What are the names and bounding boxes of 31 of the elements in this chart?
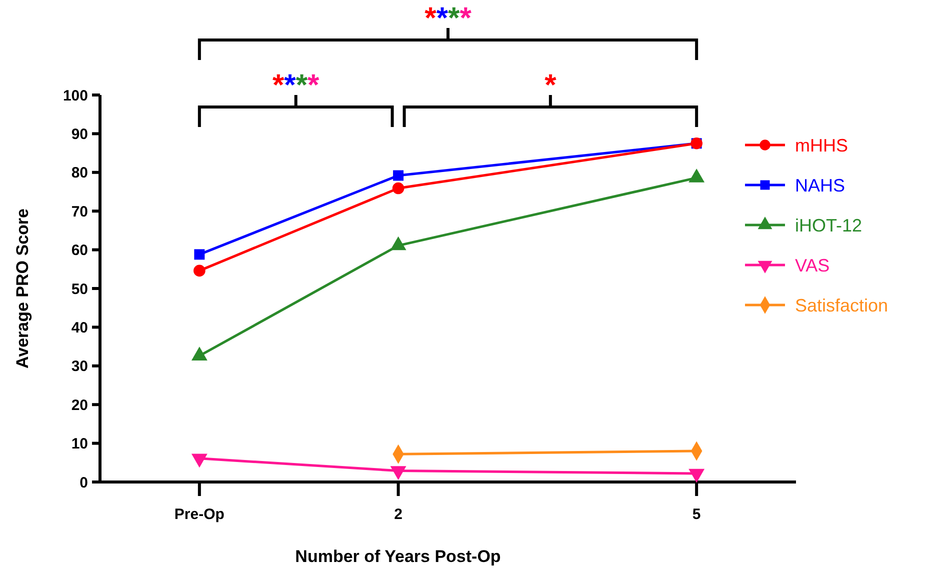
legend-label: NAHS <box>795 175 846 196</box>
point <box>194 264 206 277</box>
y-tick-label: 10 <box>71 436 88 453</box>
point <box>688 468 705 483</box>
annotation: * <box>544 69 557 102</box>
x-tick-label: 5 <box>692 506 701 523</box>
y-tick-label: 100 <box>62 87 88 104</box>
y-tick-label: 0 <box>80 474 88 492</box>
y-tick-label: 30 <box>71 358 88 376</box>
legend-label: Satisfaction <box>795 295 888 316</box>
point <box>194 249 205 260</box>
y-tick-label: 40 <box>71 319 88 336</box>
legend-label: mHHS <box>795 135 848 156</box>
x-tick-label: Pre-Op <box>174 506 224 523</box>
legend-label: VAS <box>795 255 830 276</box>
y-tick-label: 60 <box>71 242 88 260</box>
text: **** <box>424 2 472 35</box>
x-tick-label: 2 <box>394 506 402 523</box>
y-tick-label: 90 <box>71 126 88 143</box>
y-tick-label: 50 <box>71 280 88 298</box>
y-tick-label: 20 <box>71 396 88 414</box>
point <box>191 454 208 468</box>
y-tick-label: 70 <box>71 203 88 220</box>
annotation: **** <box>272 69 320 102</box>
x-axis-title: Number of Years Post-Op <box>295 547 501 566</box>
y-tick-label: 80 <box>71 164 88 182</box>
point <box>392 182 404 194</box>
y-axis-title: Average PRO Score <box>13 208 32 368</box>
point <box>393 170 404 181</box>
legend-label: iHOT-12 <box>795 215 862 236</box>
point <box>390 466 406 480</box>
